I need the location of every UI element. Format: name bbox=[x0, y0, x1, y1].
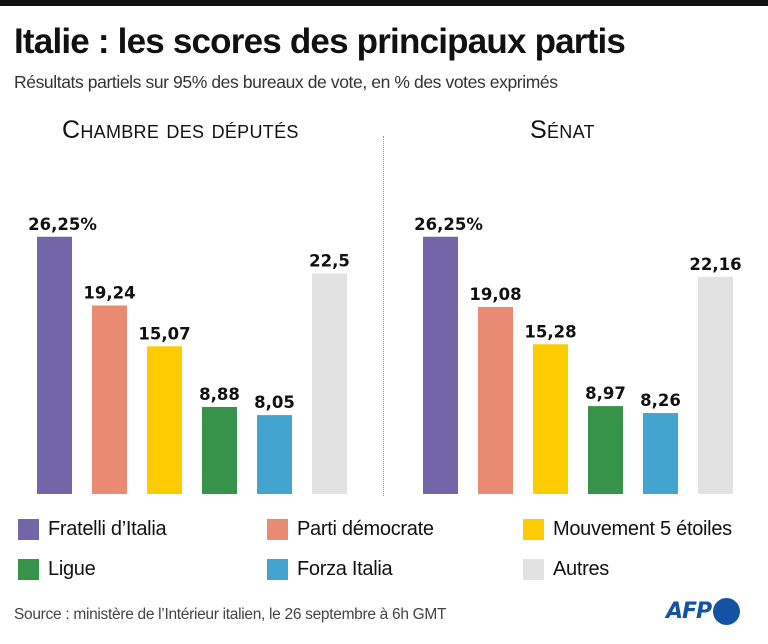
legend-swatch bbox=[523, 559, 544, 580]
bar bbox=[698, 276, 733, 494]
bar bbox=[478, 307, 513, 494]
bar bbox=[147, 346, 182, 494]
bar bbox=[423, 236, 458, 494]
legend-item-ligue: Ligue bbox=[18, 558, 96, 581]
afp-logo-dot-icon bbox=[713, 598, 741, 625]
legend-label: Autres bbox=[553, 558, 610, 580]
legend-label: Fratelli d’Italia bbox=[48, 518, 167, 540]
legend-item-forza: Forza Italia bbox=[267, 558, 393, 581]
legend-item-m5s: Mouvement 5 étoiles bbox=[523, 518, 732, 541]
legend-item-autres: Autres bbox=[523, 558, 609, 581]
bar bbox=[202, 406, 237, 494]
bar-value-label: 8,88 bbox=[199, 385, 240, 404]
panel-title-senat: Sénat bbox=[530, 116, 595, 144]
legend-label: Forza Italia bbox=[297, 558, 393, 580]
bar-value-label: 8,97 bbox=[585, 384, 626, 403]
bar bbox=[588, 406, 623, 494]
bar-value-label: 26,25% bbox=[414, 215, 483, 234]
top-rule bbox=[0, 0, 768, 6]
bar bbox=[312, 273, 347, 494]
legend-swatch bbox=[18, 559, 39, 580]
bar-value-label: 26,25% bbox=[28, 215, 97, 234]
bar-value-label: 22,16 bbox=[689, 255, 741, 274]
bar bbox=[643, 413, 678, 494]
legend-label: Ligue bbox=[48, 558, 96, 580]
legend-item-fratelli: Fratelli d’Italia bbox=[18, 518, 167, 541]
chart-subtitle: Résultats partiels sur 95% des bureaux d… bbox=[14, 72, 558, 92]
legend-label: Parti démocrate bbox=[297, 518, 434, 540]
legend-swatch bbox=[18, 519, 39, 540]
legend-swatch bbox=[267, 519, 288, 540]
legend-item-pd: Parti démocrate bbox=[267, 518, 434, 541]
source-note: Source : ministère de l’Intérieur italie… bbox=[14, 606, 447, 623]
legend-swatch bbox=[267, 559, 288, 580]
chart-title: Italie : les scores des principaux parti… bbox=[14, 22, 626, 61]
afp-logo-text: AFP bbox=[666, 599, 712, 624]
bar bbox=[37, 236, 72, 494]
bar-value-label: 19,24 bbox=[83, 283, 135, 302]
bar-value-label: 19,08 bbox=[469, 285, 521, 304]
bar-value-label: 15,28 bbox=[524, 322, 576, 341]
legend-label: Mouvement 5 étoiles bbox=[553, 518, 732, 540]
legend-swatch bbox=[523, 519, 544, 540]
bar-value-label: 22,5 bbox=[309, 252, 350, 271]
panel-title-chambre: Chambre des députés bbox=[62, 116, 299, 144]
afp-logo: AFP bbox=[666, 598, 741, 625]
bar-value-label: 8,05 bbox=[254, 393, 295, 412]
bar bbox=[92, 305, 127, 494]
bar-value-label: 15,07 bbox=[138, 324, 190, 343]
panel-divider bbox=[383, 136, 384, 496]
bar bbox=[257, 415, 292, 494]
bar-panel-chambre: 26,25% 19,24 15,07 8,88 8,05 22,5 bbox=[28, 215, 350, 494]
bar bbox=[533, 344, 568, 494]
bar-value-label: 8,26 bbox=[640, 391, 681, 410]
